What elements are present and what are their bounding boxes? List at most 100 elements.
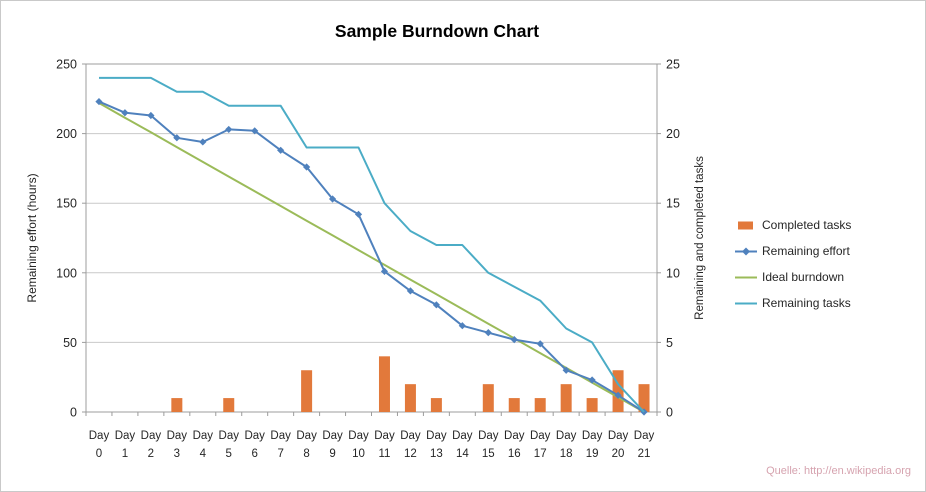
x-tick-label: 17	[534, 448, 547, 460]
diamond-marker	[432, 301, 440, 309]
bar-completed-tasks	[508, 398, 520, 412]
x-tick-label: 14	[456, 448, 469, 460]
bar-completed-tasks	[638, 384, 650, 412]
diamond-marker	[147, 111, 155, 120]
bar-completed-tasks	[378, 356, 390, 412]
y-tick-label: 200	[56, 127, 77, 141]
legend-item-completed-tasks: Completed tasks	[735, 218, 851, 232]
x-tick-label: 7	[277, 448, 283, 460]
x-tick-label: 1	[122, 448, 128, 460]
y-axis-labels-left: 0 50 100 150 200 250	[56, 58, 77, 420]
x-tick-label: Day	[452, 430, 473, 442]
x-tick-label: Day	[634, 430, 655, 442]
x-tick-label: Day	[296, 430, 317, 442]
gridlines	[86, 63, 657, 413]
y-axis-labels-right: 0 5 10 15 20 25	[666, 58, 680, 420]
diamond-marker	[562, 366, 570, 374]
legend-marker-line-icon	[735, 276, 757, 278]
x-tick-label: Day	[400, 430, 421, 442]
legend-marker-line-icon	[735, 247, 757, 255]
bars-completed-tasks	[171, 356, 650, 412]
diamond-marker	[173, 134, 181, 142]
bar-completed-tasks	[404, 384, 416, 412]
x-tick-label: 5	[226, 448, 232, 460]
y-tick-label: 0	[666, 406, 673, 420]
diamond-marker	[277, 146, 285, 154]
diamond-marker	[199, 138, 207, 146]
legend-marker-line-icon	[735, 302, 757, 304]
legend-item-remaining-tasks: Remaining tasks	[735, 296, 851, 310]
legend-label: Remaining effort	[762, 244, 850, 258]
x-tick-label: 21	[638, 448, 651, 460]
y-tick-label: 0	[70, 406, 77, 420]
bar-completed-tasks	[560, 384, 572, 412]
diamond-marker	[303, 163, 311, 171]
x-tick-label: Day	[582, 430, 603, 442]
x-axis-labels: Day 0 Day 1 Day 2 Day 3 Day 4 Day 5 Day 6 Day 7 Day 8 Day 9…	[89, 430, 655, 460]
line-ideal-burndown	[98, 102, 645, 413]
x-tick-label: Day	[89, 430, 110, 442]
y-tick-label: 25	[666, 58, 680, 72]
x-tick-label: Day	[426, 430, 447, 442]
bar-completed-tasks	[482, 384, 494, 412]
legend-item-remaining-effort: Remaining effort	[735, 244, 851, 258]
x-tick-label: 20	[612, 448, 625, 460]
x-tick-label: 4	[200, 448, 207, 460]
x-tick-label: 13	[430, 448, 443, 460]
x-tick-label: Day	[193, 430, 214, 442]
diamond-marker	[354, 210, 363, 218]
y-tick-label: 15	[666, 197, 680, 211]
diamond-marker	[406, 287, 415, 295]
diamond-marker	[614, 391, 622, 399]
y-tick-label: 10	[666, 266, 680, 280]
x-tick-label: Day	[167, 430, 188, 442]
x-tick-label: 3	[174, 448, 180, 460]
x-tick-label: 9	[329, 448, 335, 460]
x-tick-label: Day	[530, 430, 551, 442]
diamond-marker	[225, 125, 233, 134]
x-tick-label: 15	[482, 448, 495, 460]
bar-completed-tasks	[612, 370, 624, 412]
y-tick-label: 20	[666, 127, 680, 141]
diamond-marker	[536, 340, 544, 348]
x-tick-label: Day	[115, 430, 136, 442]
axis-ticks	[82, 63, 661, 416]
bar-completed-tasks	[171, 398, 183, 412]
chart-title: Sample Burndown Chart	[334, 21, 540, 41]
x-tick-label: 18	[560, 448, 573, 460]
x-tick-label: 8	[303, 448, 309, 460]
x-tick-label: 12	[404, 448, 417, 460]
diamond-marker	[380, 267, 389, 276]
diamond-marker	[588, 376, 596, 384]
legend: Completed tasks Remaining effort Ideal bur…	[735, 218, 851, 310]
x-tick-label: 11	[379, 448, 391, 460]
diamond-marker	[510, 336, 518, 344]
x-tick-label: 2	[148, 448, 154, 460]
line-remaining-effort	[98, 100, 645, 413]
x-tick-label: 19	[586, 448, 599, 460]
legend-label: Ideal burndown	[762, 270, 845, 284]
y-tick-label: 150	[56, 197, 77, 211]
x-tick-label: Day	[374, 430, 395, 442]
x-tick-label: Day	[219, 430, 240, 442]
x-tick-label: Day	[504, 430, 525, 442]
y-tick-label: 5	[666, 336, 673, 350]
diamond-marker	[95, 97, 103, 106]
x-tick-label: Day	[478, 430, 499, 442]
y-tick-label: 250	[56, 58, 77, 72]
x-tick-label: Day	[348, 430, 369, 442]
diamond-marker	[484, 329, 492, 337]
x-tick-label: Day	[270, 430, 291, 442]
y-tick-label: 50	[63, 336, 77, 350]
diamond-marker	[121, 109, 129, 117]
x-tick-label: Day	[556, 430, 577, 442]
source-watermark: Quelle: http://en.wikipedia.org	[766, 465, 911, 477]
legend-marker-square-icon	[738, 221, 753, 229]
legend-label: Remaining tasks	[762, 296, 851, 310]
legend-item-ideal-burndown: Ideal burndown	[735, 270, 851, 284]
diamond-marker	[328, 195, 337, 203]
bar-completed-tasks	[534, 398, 546, 412]
bar-completed-tasks	[586, 398, 598, 412]
bar-completed-tasks	[223, 398, 235, 412]
